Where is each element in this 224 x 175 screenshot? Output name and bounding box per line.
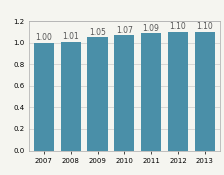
Text: 1.09: 1.09 [143,24,159,33]
Text: 1.05: 1.05 [89,28,106,37]
Bar [34,43,54,150]
Text: 1.10: 1.10 [196,22,213,32]
Bar [141,33,161,150]
Bar [168,32,188,150]
Text: 1.10: 1.10 [170,22,186,32]
Text: 1.01: 1.01 [62,32,79,41]
Text: 1.00: 1.00 [35,33,52,42]
Bar [114,35,134,150]
Bar [61,41,81,150]
Bar [195,32,215,150]
Text: 1.07: 1.07 [116,26,133,35]
Bar [87,37,108,150]
